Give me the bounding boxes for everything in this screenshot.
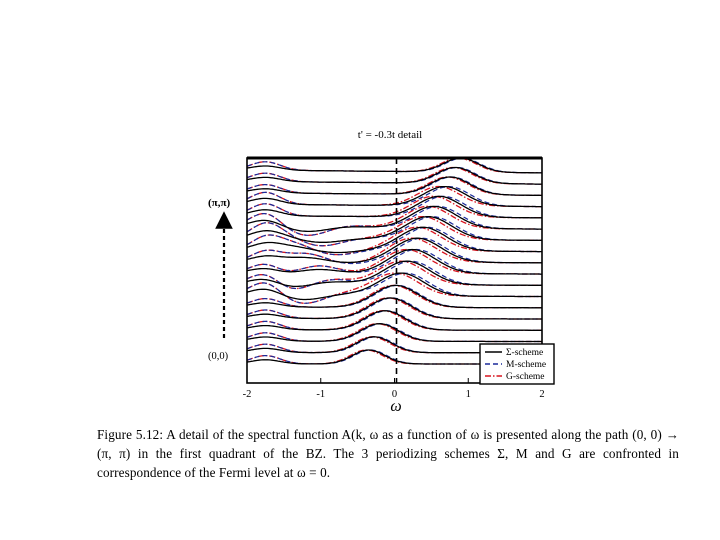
- chart-legend: Σ-scheme M-scheme G-scheme: [479, 343, 555, 385]
- spectral-curve-sigma-scheme: [247, 185, 542, 208]
- x-tick-label: -2: [243, 389, 252, 400]
- spectral-curve-sigma-scheme: [247, 297, 542, 320]
- spectral-curve-sigma-scheme: [247, 284, 542, 309]
- legend-label: M-scheme: [506, 360, 546, 370]
- spectral-curve-m-scheme: [247, 248, 542, 275]
- legend-label: G-scheme: [506, 372, 545, 382]
- spectral-curve-sigma-scheme: [247, 310, 542, 331]
- figure-caption: Figure 5.12: A detail of the spectral fu…: [97, 427, 679, 480]
- spectral-curve-m-scheme: [247, 260, 542, 290]
- legend-label: Σ-scheme: [506, 348, 543, 358]
- k-end-label: (π,π): [208, 197, 230, 209]
- spectral-curve-sigma-scheme: [247, 323, 542, 343]
- spectral-curve-m-scheme: [247, 186, 542, 208]
- spectral-curve-g-scheme: [247, 260, 542, 290]
- spectral-curve-g-scheme: [247, 297, 542, 320]
- chart-svg: t' = -0.3t detail -2 -1 0 1 2 ω (π,π) (0,0) …: [208, 129, 555, 415]
- spectral-curve-sigma-scheme: [247, 158, 542, 174]
- spectral-curve-sigma-scheme: [247, 216, 542, 243]
- spectral-curve-m-scheme: [247, 205, 542, 236]
- spectral-curve-sigma-scheme: [247, 166, 542, 185]
- spectral-curve-sigma-scheme: [247, 248, 542, 275]
- spectral-function-figure: t' = -0.3t detail -2 -1 0 1 2 ω (π,π) (0,0) …: [200, 120, 580, 420]
- spectral-curve-m-scheme: [247, 297, 542, 320]
- x-axis-label: ω: [390, 398, 401, 415]
- spectral-curve-sigma-scheme: [247, 226, 542, 254]
- x-tick-label: 1: [466, 389, 471, 400]
- spectral-curve-g-scheme: [247, 185, 542, 208]
- spectral-curve-g-scheme: [247, 323, 542, 343]
- k-start-label: (0,0): [208, 351, 229, 362]
- spectral-curve-m-scheme: [247, 226, 542, 256]
- x-tick-label: -1: [316, 389, 325, 400]
- spectral-curve-sigma-scheme: [247, 272, 542, 301]
- spectral-curve-sigma-scheme: [247, 237, 542, 264]
- spectral-curve-sigma-scheme: [247, 176, 542, 197]
- spectral-curves: [247, 158, 542, 365]
- chart-title: t' = -0.3t detail: [358, 129, 422, 141]
- x-tick-label: 0: [392, 389, 397, 400]
- legend-box: [479, 343, 555, 385]
- spectral-curve-sigma-scheme: [247, 195, 542, 219]
- spectral-curve-sigma-scheme: [247, 205, 542, 233]
- x-tick-label: 2: [539, 389, 544, 400]
- spectral-curve-sigma-scheme: [247, 260, 542, 288]
- spectral-curve-g-scheme: [247, 248, 542, 275]
- spectral-curve-m-scheme: [247, 323, 542, 343]
- spectral-curve-m-scheme: [247, 216, 542, 247]
